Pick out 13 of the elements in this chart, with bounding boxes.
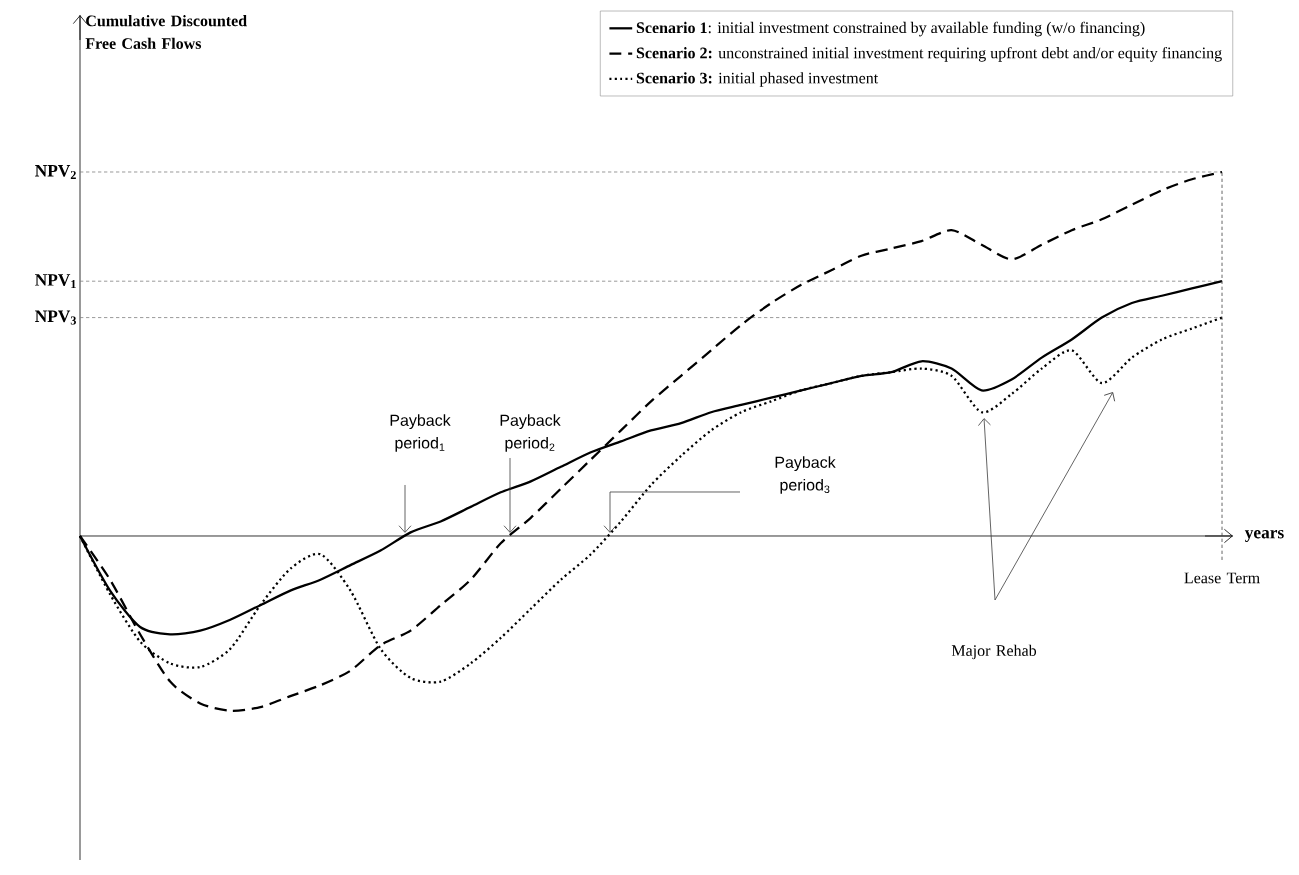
ref-line-label: NPV$_{3}$ xyxy=(35,310,76,325)
legend-label: Scenario 3: initial phased investment xyxy=(636,72,879,87)
annotation: Payback period$_{3}$ xyxy=(775,456,836,494)
legend-label: Scenario 2: unconstrained initial investment requiring upfront debt and/or equity financing xyxy=(636,46,1222,62)
legend-label: Scenario 1: initial investment constrained by available funding (w/o financing) xyxy=(636,21,1145,37)
annotation: Lease Term xyxy=(1184,572,1260,584)
ref-line-label: NPV$_{2}$ xyxy=(35,165,76,179)
ref-line-label: NPV$_{1}$ xyxy=(35,274,76,289)
annotation: Payback period$_{2}$ xyxy=(500,414,561,452)
annotation: Payback period$_{1}$ xyxy=(390,414,451,452)
annotation: Major Rehab xyxy=(951,644,1037,660)
text: Cumulative Discounted Free Cash Flows xyxy=(85,15,247,49)
x-axis-title: years xyxy=(1244,530,1284,542)
